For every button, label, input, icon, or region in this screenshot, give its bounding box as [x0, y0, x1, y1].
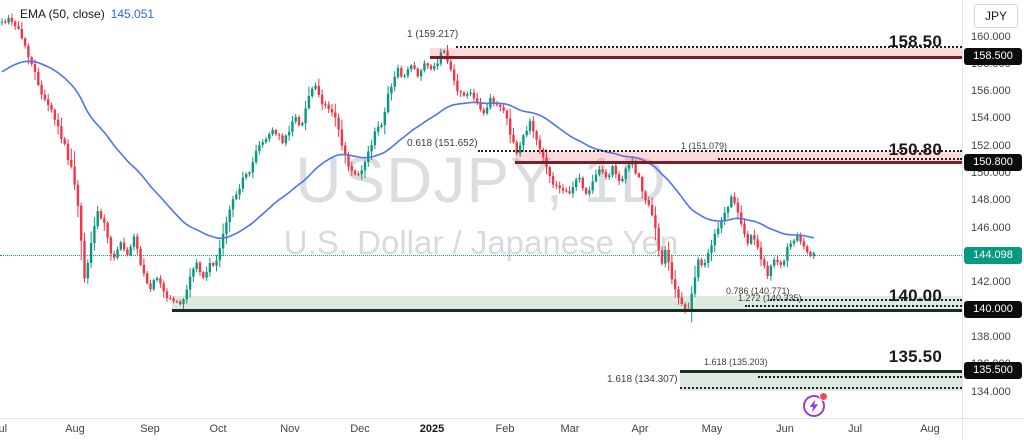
price-tick-138.000: 138.000	[971, 330, 1011, 343]
indicator-legend-title: EMA (50, close)	[20, 7, 105, 21]
price-tick-160.000: 160.000	[971, 30, 1011, 43]
price-tick-154.000: 154.000	[971, 112, 1011, 125]
price-tick-146.000: 146.000	[971, 221, 1011, 234]
time-label-Nov: Nov	[280, 423, 300, 435]
time-label-Apr: Apr	[631, 423, 649, 435]
price-tick-134.000: 134.000	[971, 385, 1011, 398]
time-label-Sep: Sep	[140, 423, 160, 435]
time-axis[interactable]: Jul Aug Sep Oct Nov Dec 2025 Feb Mar Apr May Jun Jul…	[0, 418, 962, 440]
boost-button[interactable]	[803, 392, 828, 417]
lightning-bolt-icon	[809, 399, 819, 413]
time-label-Feb: Feb	[495, 423, 515, 435]
time-label-Jun: Jun	[776, 423, 794, 435]
currency-selector-button[interactable]: JPY	[973, 4, 1018, 28]
time-label-Mar: Mar	[560, 423, 580, 435]
level-axis-label-150.800: 150.800	[964, 153, 1022, 171]
time-label-Oct: Oct	[209, 423, 227, 435]
price-axis[interactable]: JPY 160.000158.000156.000154.000152.0001…	[962, 0, 1024, 418]
indicator-legend-value: 145.051	[110, 7, 155, 21]
candlestick-chart[interactable]	[0, 0, 962, 418]
axis-corner	[962, 418, 1024, 440]
price-tick-152.000: 152.000	[971, 139, 1011, 152]
current-price-axis-label: 144.098	[964, 246, 1022, 264]
time-label-Aug: Aug	[65, 423, 85, 435]
candles	[0, 13, 815, 323]
time-label-2025: 2025	[419, 423, 445, 435]
level-axis-label-158.500: 158.500	[964, 48, 1022, 65]
level-axis-label-140.000: 140.000	[964, 301, 1022, 318]
time-label-Aug: Aug	[920, 423, 940, 435]
time-label-May: May	[701, 423, 723, 435]
level-axis-label-135.500: 135.500	[964, 362, 1022, 379]
ema-line	[1, 60, 814, 240]
indicator-legend[interactable]: EMA (50, close) 145.051	[20, 7, 154, 21]
notification-dot-icon	[819, 392, 828, 401]
time-label-Dec: Dec	[350, 423, 370, 435]
chart-plot-area[interactable]: USDJPY, 1D U.S. Dollar / Japanese Yen 1 …	[0, 0, 962, 418]
time-label-Jul: Jul	[847, 423, 863, 435]
time-label-Jul: Jul	[0, 423, 8, 435]
price-tick-142.000: 142.000	[971, 276, 1011, 289]
price-tick-148.000: 148.000	[971, 194, 1011, 207]
price-tick-156.000: 156.000	[971, 85, 1011, 98]
